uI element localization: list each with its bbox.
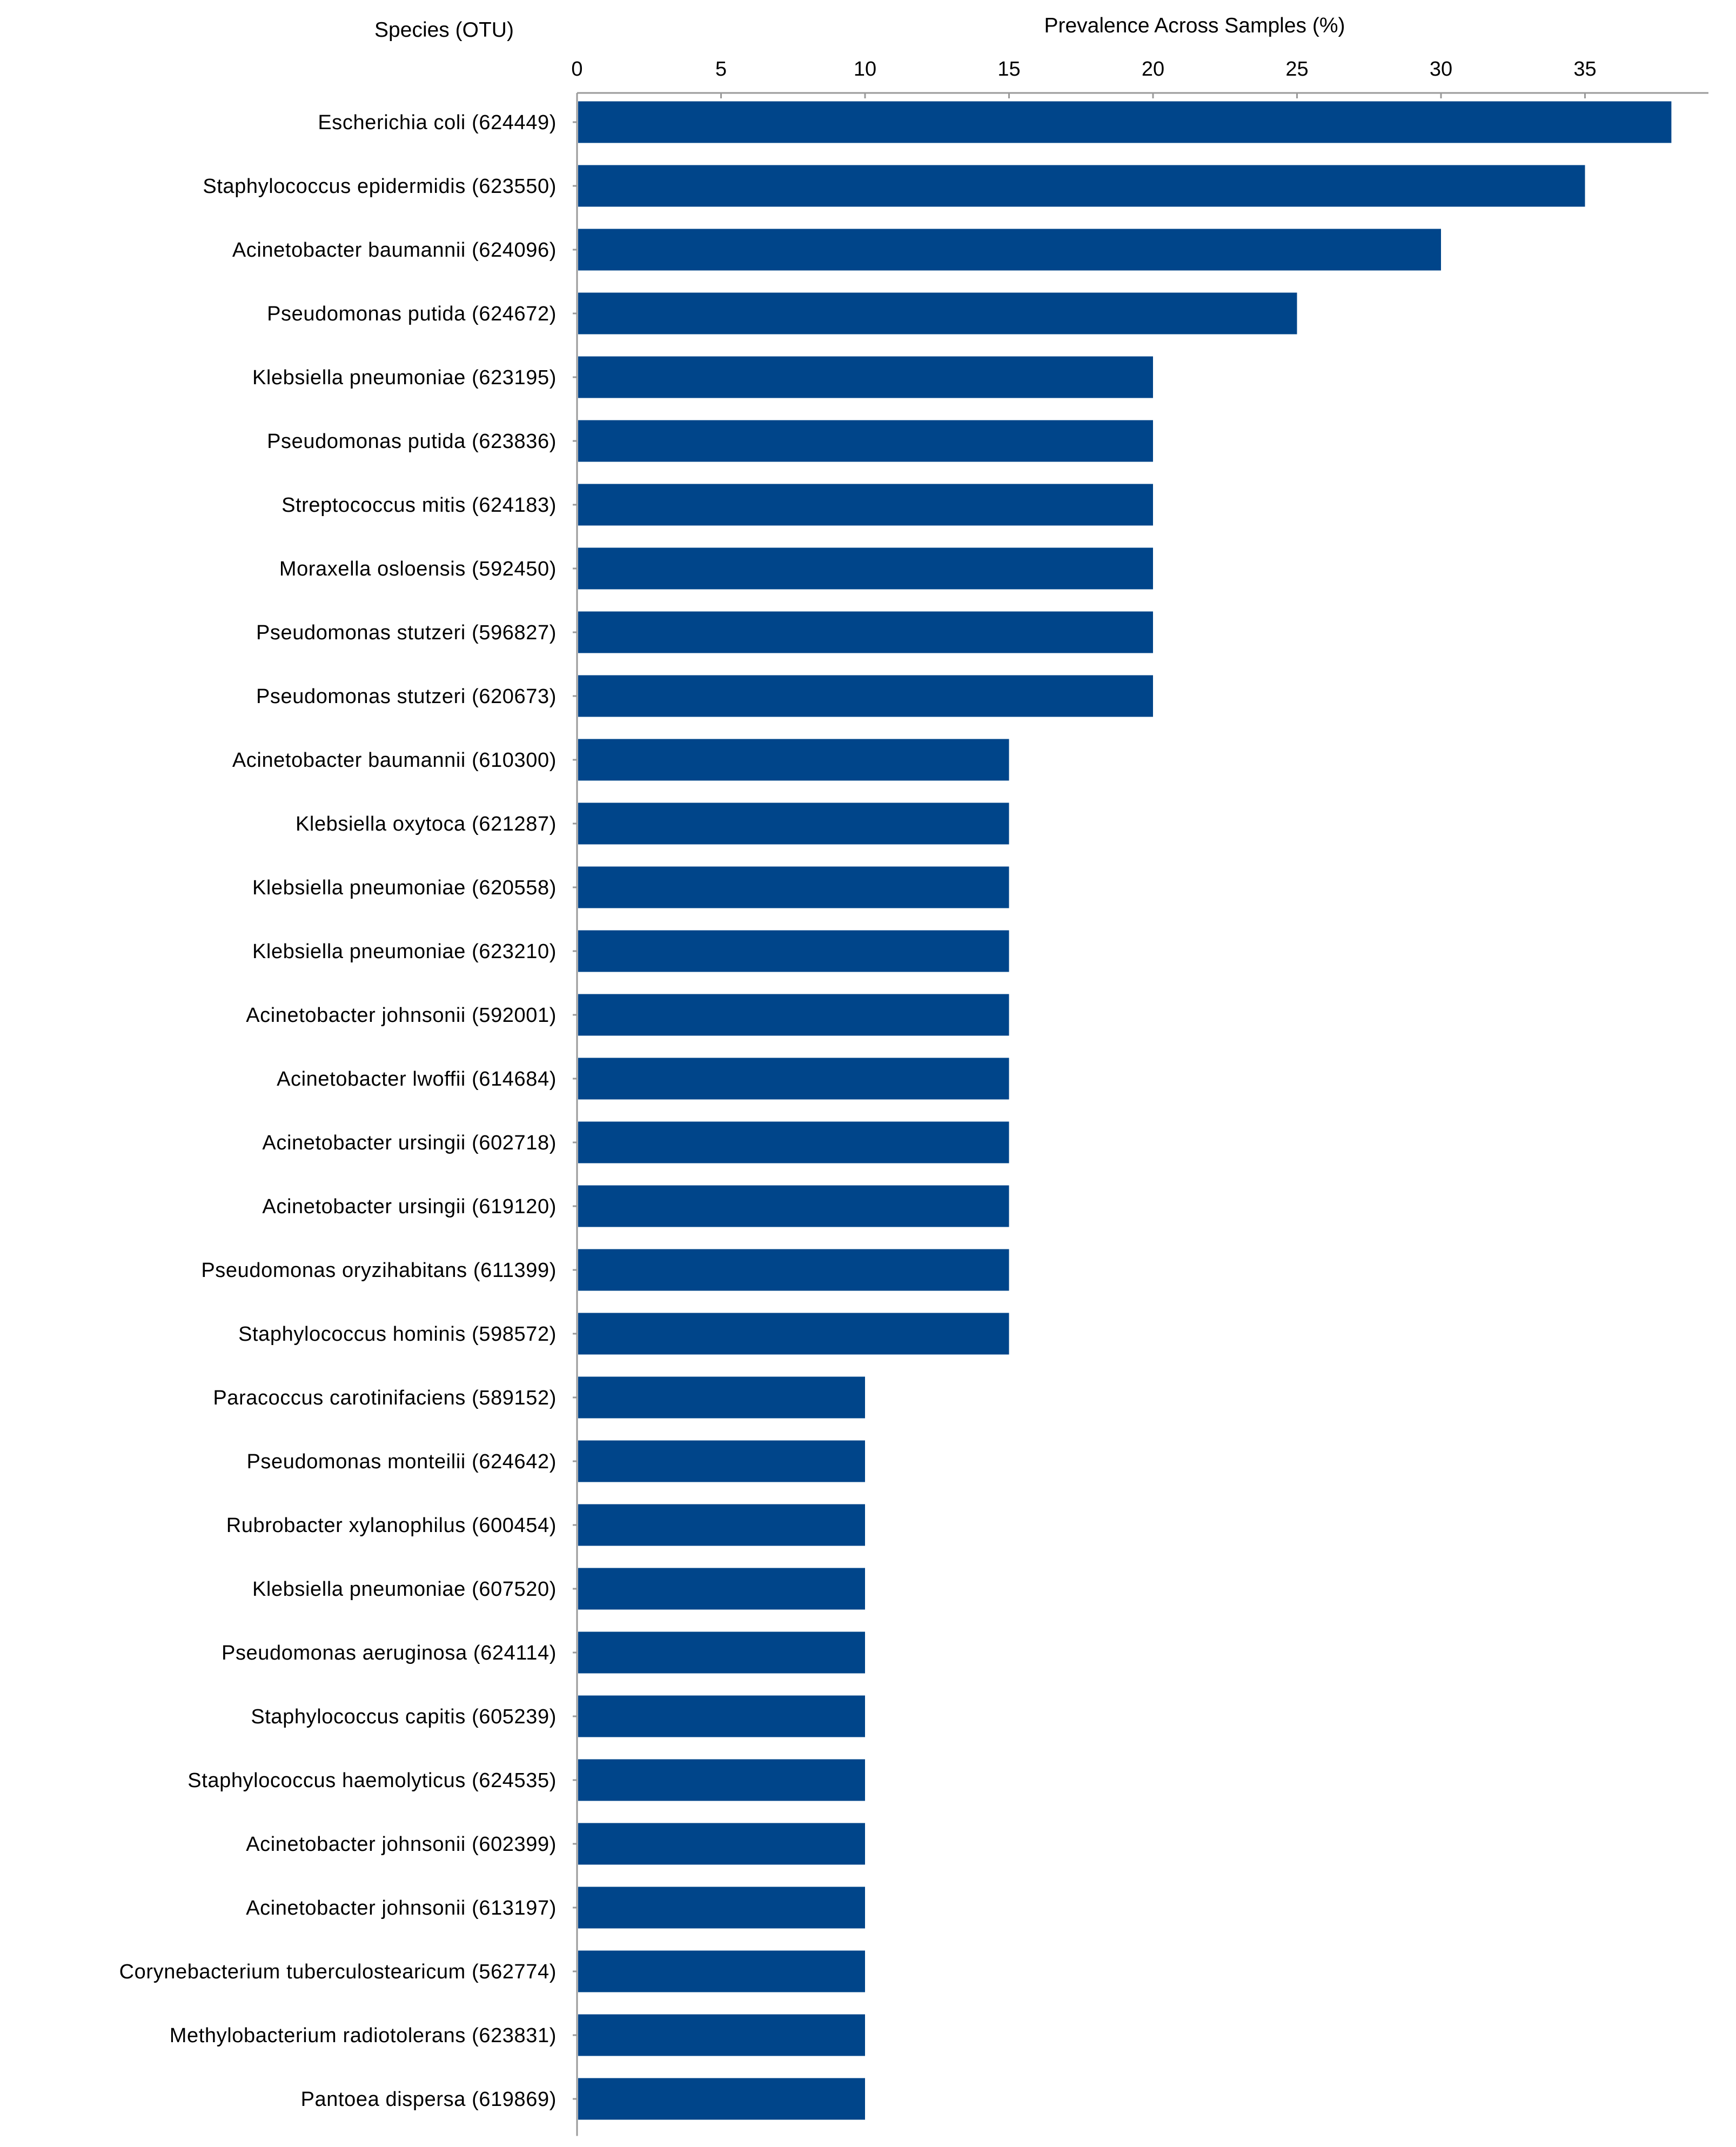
category-label: Streptococcus mitis (624183)	[281, 494, 557, 517]
category-label: Methylobacterium radiotolerans (623831)	[170, 2024, 557, 2047]
bar	[578, 1695, 865, 1737]
bar	[578, 1759, 865, 1801]
category-label: Klebsiella pneumoniae (623195)	[252, 366, 557, 389]
category-label: Acinetobacter ursingii (619120)	[262, 1195, 557, 1218]
category-label: Staphylococcus capitis (605239)	[251, 1705, 557, 1728]
bar	[578, 739, 1009, 781]
bar	[578, 1887, 865, 1929]
bar	[578, 356, 1153, 398]
category-label: Acinetobacter ursingii (602718)	[262, 1132, 557, 1154]
category-label: Corynebacterium tuberculostearicum (5627…	[119, 1961, 557, 1983]
bar	[578, 2078, 865, 2120]
x-tick-label: 10	[854, 58, 876, 81]
bar	[578, 1376, 865, 1419]
x-tick-label: 30	[1430, 58, 1452, 81]
category-label: Paracoccus carotinifaciens (589152)	[213, 1387, 557, 1409]
bars	[578, 101, 1672, 2120]
category-label: Acinetobacter johnsonii (613197)	[246, 1897, 557, 1919]
category-label: Pantoea dispersa (619869)	[301, 2088, 557, 2111]
x-tick-label: 35	[1573, 58, 1596, 81]
bar	[578, 1313, 1009, 1355]
category-label: Klebsiella pneumoniae (620558)	[252, 877, 557, 899]
bar	[578, 1440, 865, 1482]
bar	[578, 1631, 865, 1674]
x-axis-title: Prevalence Across Samples (%)	[1044, 14, 1345, 37]
category-label: Pseudomonas aeruginosa (624114)	[222, 1642, 557, 1664]
axes: 0 5 10 15 20 25 30 35	[571, 58, 1708, 2136]
category-label: Acinetobacter johnsonii (602399)	[246, 1833, 557, 1856]
bar	[578, 866, 1009, 908]
bar	[578, 101, 1672, 143]
bar	[578, 2014, 865, 2056]
bar	[578, 1249, 1009, 1291]
y-axis-title: Species (OTU)	[374, 18, 514, 42]
category-label: Staphylococcus hominis (598572)	[238, 1323, 557, 1346]
bar	[578, 675, 1153, 717]
category-label: Pseudomonas stutzeri (596827)	[256, 621, 557, 644]
category-label: Rubrobacter xylanophilus (600454)	[226, 1514, 557, 1537]
category-label: Pseudomonas putida (623836)	[267, 430, 557, 453]
bar	[578, 930, 1009, 972]
bar	[578, 1185, 1009, 1227]
x-tick-label: 0	[571, 58, 582, 81]
bar	[578, 611, 1153, 653]
x-tick-label: 5	[715, 58, 727, 81]
category-label: Pseudomonas stutzeri (620673)	[256, 685, 557, 708]
x-tick-label: 25	[1285, 58, 1308, 81]
category-labels: Escherichia coli (624449) Staphylococcus …	[119, 111, 557, 2111]
bar	[578, 1121, 1009, 1163]
bar	[578, 994, 1009, 1036]
bar	[578, 1058, 1009, 1100]
category-label: Pseudomonas monteilii (624642)	[246, 1450, 557, 1473]
category-label: Acinetobacter lwoffii (614684)	[277, 1068, 557, 1091]
category-label: Klebsiella oxytoca (621287)	[296, 813, 557, 835]
bar	[578, 165, 1585, 207]
bar	[578, 484, 1153, 526]
category-label: Acinetobacter johnsonii (592001)	[246, 1004, 557, 1027]
bar	[578, 1568, 865, 1610]
bar	[578, 1504, 865, 1546]
category-label: Staphylococcus epidermidis (623550)	[203, 175, 557, 198]
category-label: Pseudomonas oryzihabitans (611399)	[201, 1259, 557, 1282]
bar	[578, 420, 1153, 462]
category-label: Moraxella osloensis (592450)	[279, 558, 557, 580]
category-label: Acinetobacter baumannii (624096)	[232, 239, 557, 262]
category-label: Klebsiella pneumoniae (607520)	[252, 1578, 557, 1601]
bar	[578, 229, 1441, 271]
bar	[578, 292, 1297, 335]
category-label: Pseudomonas putida (624672)	[267, 303, 557, 325]
bar	[578, 802, 1009, 845]
x-tick-label: 15	[997, 58, 1020, 81]
bar	[578, 1950, 865, 1992]
category-label: Acinetobacter baumannii (610300)	[232, 749, 557, 772]
category-label: Staphylococcus haemolyticus (624535)	[187, 1769, 557, 1792]
bar	[578, 547, 1153, 590]
category-label: Escherichia coli (624449)	[318, 111, 557, 134]
x-tick-label: 20	[1142, 58, 1164, 81]
category-label: Klebsiella pneumoniae (623210)	[252, 940, 557, 963]
bar	[578, 1823, 865, 1865]
